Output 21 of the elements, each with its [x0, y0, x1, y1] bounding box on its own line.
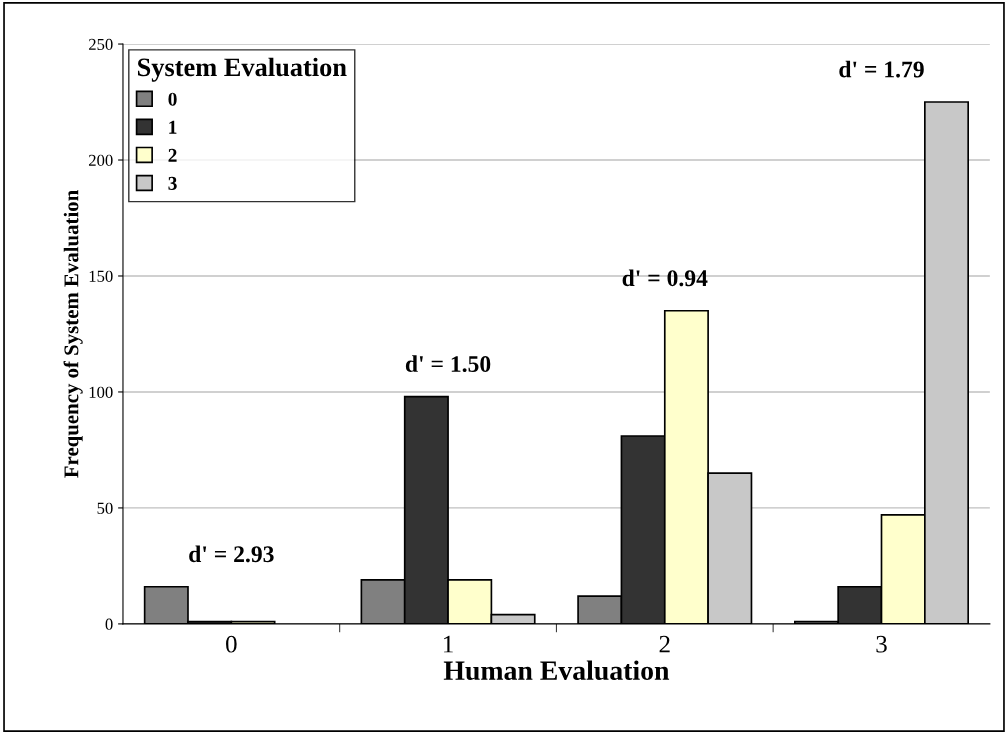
legend-label: 0: [168, 92, 177, 106]
annotation: d' = 0.94: [622, 269, 708, 287]
y-tick-label: 100: [89, 386, 113, 398]
x-tick-label: 0: [226, 635, 237, 653]
x-axis-title: Human Evaluation: [443, 660, 670, 681]
y-tick-label: 0: [105, 618, 113, 630]
y-tick-label: 150: [89, 270, 113, 282]
legend-title: System Evaluation: [137, 57, 347, 82]
annotation: d' = 2.93: [189, 545, 274, 563]
y-tick-label: 50: [97, 502, 113, 514]
x-tick-label: 3: [876, 635, 887, 653]
y-tick-label: 250: [88, 38, 113, 50]
annotation: d' = 1.50: [405, 355, 491, 373]
annotation: d' = 1.79: [839, 60, 924, 78]
y-axis-title: Frequency of System Evaluation: [63, 190, 83, 478]
x-tick-label: 2: [659, 635, 670, 653]
legend-label: 1: [169, 120, 177, 134]
x-tick-label: 1: [444, 635, 453, 653]
legend-label: 2: [168, 148, 177, 162]
legend-label: 3: [168, 176, 177, 190]
y-tick-label: 200: [88, 154, 113, 166]
